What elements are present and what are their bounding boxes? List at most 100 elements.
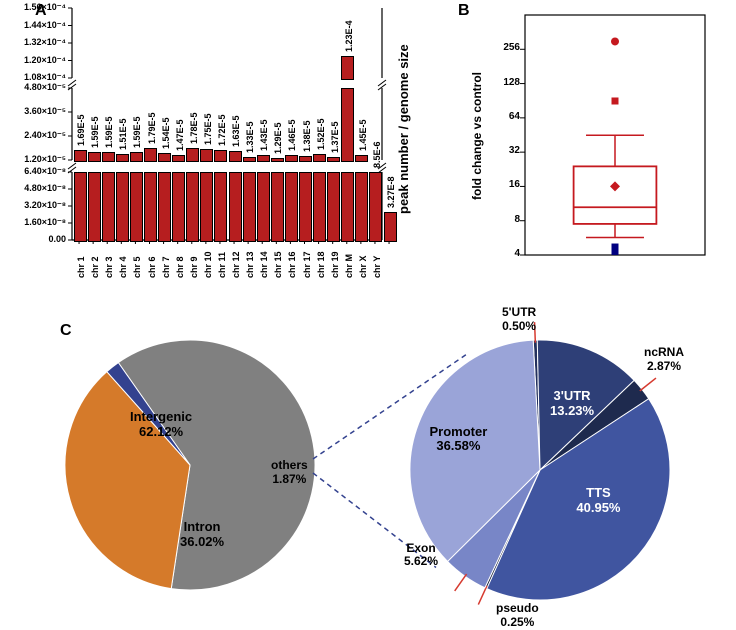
panel-a-ytick: 1.32×10⁻⁴ bbox=[0, 37, 66, 48]
panel-a-bar bbox=[299, 172, 312, 242]
panel-a-bar bbox=[384, 212, 397, 242]
panel-a-category: chr 14 bbox=[259, 251, 269, 278]
panel-a-bar bbox=[214, 150, 227, 162]
panel-b-axis-title: fold change vs control bbox=[470, 72, 484, 200]
panel-a-bar bbox=[214, 172, 227, 242]
panel-a-ytick: 0.00 bbox=[0, 234, 66, 244]
panel-a-bar-label: 1.72E-5 bbox=[217, 114, 227, 146]
panel-a-category: chr 16 bbox=[287, 251, 297, 278]
panel-a-bar-label: 1.23E-4 bbox=[344, 21, 354, 53]
panel-a-bar bbox=[313, 154, 326, 162]
panel-a-bar-label: 1.46E-5 bbox=[287, 119, 297, 151]
panel-a-bar bbox=[74, 172, 87, 242]
panel-a-bar-label: 1.59E-5 bbox=[90, 117, 100, 149]
panel-a-bar bbox=[285, 155, 298, 162]
panel-a-bar bbox=[327, 172, 340, 242]
panel-a-category: chr 18 bbox=[316, 251, 326, 278]
pie-label: 3'UTR 13.23% bbox=[550, 389, 594, 419]
panel-a-bar bbox=[116, 172, 129, 242]
panel-b-ytick: 64 bbox=[480, 111, 520, 122]
panel-a-bar bbox=[102, 172, 115, 242]
panel-a-bar-label: 3.27E-8 bbox=[386, 177, 396, 209]
panel-b-ytick: 32 bbox=[480, 145, 520, 156]
panel-a-bar bbox=[88, 152, 101, 162]
panel-a-bar bbox=[88, 172, 101, 242]
panel-a-category: chr 5 bbox=[132, 256, 142, 278]
panel-a-bar-label: 8.5E-6 bbox=[372, 141, 382, 168]
panel-a-bar-label: 1.69E-5 bbox=[76, 115, 86, 147]
panel-a-ytick: 1.08×10⁻⁴ bbox=[0, 72, 66, 83]
pie-label: ncRNA 2.87% bbox=[644, 346, 684, 374]
panel-a-bar bbox=[299, 156, 312, 162]
pie-slice bbox=[448, 470, 540, 588]
panel-b-ytick: 4 bbox=[480, 248, 520, 259]
panel-a-bar bbox=[130, 172, 143, 242]
panel-a-bar-label: 1.33E-5 bbox=[245, 122, 255, 154]
panel-a-category: chr 8 bbox=[175, 256, 185, 278]
pie-label: others 1.87% bbox=[271, 459, 308, 487]
panel-a-bar bbox=[172, 155, 185, 162]
panel-letter-c: C bbox=[60, 322, 72, 340]
pie-slice bbox=[533, 340, 540, 470]
panel-a-bar bbox=[144, 148, 157, 162]
panel-a-category: chr Y bbox=[372, 256, 382, 278]
panel-a-bar bbox=[200, 149, 213, 162]
panel-a-ytick: 1.60×10⁻⁸ bbox=[0, 217, 66, 228]
panel-a-bar bbox=[355, 155, 368, 162]
panel-a-bar bbox=[285, 172, 298, 242]
pie-label: pseudo 0.25% bbox=[496, 602, 539, 630]
panel-a-bar bbox=[341, 172, 354, 242]
panel-b-ytick: 256 bbox=[480, 42, 520, 53]
panel-a-category: chr 10 bbox=[203, 251, 213, 278]
panel-a-ytick: 6.40×10⁻⁸ bbox=[0, 166, 66, 177]
panel-a-axis-title: peak number / genome size bbox=[396, 44, 411, 214]
panel-b-ytick: 16 bbox=[480, 179, 520, 190]
panel-a-bar bbox=[229, 151, 242, 162]
panel-a-bar-label: 1.59E-5 bbox=[104, 117, 114, 149]
panel-a-bar bbox=[130, 152, 143, 162]
pie-label: Intron 36.02% bbox=[180, 520, 224, 550]
panel-a-bar-label: 1.52E-5 bbox=[316, 118, 326, 150]
panel-a-category: chr 2 bbox=[90, 256, 100, 278]
panel-a-category: chr 11 bbox=[217, 252, 227, 278]
panel-a-category: chr 12 bbox=[231, 251, 241, 278]
panel-a-bar bbox=[243, 157, 256, 162]
panel-a-ytick: 3.20×10⁻⁸ bbox=[0, 200, 66, 211]
panel-a-bar bbox=[243, 172, 256, 242]
pie-label: 5'UTR 0.50% bbox=[502, 306, 536, 334]
panel-a-bar-label: 1.37E-5 bbox=[330, 121, 340, 153]
panel-a-category: chr 1 bbox=[76, 256, 86, 278]
panel-a-bar bbox=[229, 172, 242, 242]
panel-a-ytick: 4.80×10⁻⁸ bbox=[0, 183, 66, 194]
pie-label: Intergenic 62.12% bbox=[130, 410, 192, 440]
panel-a-bar bbox=[341, 88, 354, 162]
panel-a-bar bbox=[355, 172, 368, 242]
panel-a-ytick: 3.60×10⁻⁵ bbox=[0, 106, 66, 117]
panel-a-category: chr 15 bbox=[273, 251, 283, 278]
panel-a-category: chr 17 bbox=[302, 251, 312, 278]
panel-a-category: chr M bbox=[344, 254, 354, 278]
panel-a-bar bbox=[271, 172, 284, 242]
panel-a-bar bbox=[257, 155, 270, 162]
pie-label: TTS 40.95% bbox=[576, 486, 620, 516]
panel-a-bar-label: 1.63E-5 bbox=[231, 116, 241, 148]
panel-a-bar bbox=[144, 172, 157, 242]
panel-a-bar-label: 1.38E-5 bbox=[302, 121, 312, 153]
pie-label: Promoter 36.58% bbox=[430, 425, 488, 455]
panel-a-bar-label: 1.47E-5 bbox=[175, 119, 185, 151]
panel-a-bar bbox=[158, 172, 171, 242]
panel-b-ytick: 128 bbox=[480, 77, 520, 88]
panel-a-category: chr 6 bbox=[147, 256, 157, 278]
pie-slice bbox=[485, 470, 540, 589]
panel-a-bar-label: 1.54E-5 bbox=[161, 118, 171, 150]
panel-a-bar-label: 1.79E-5 bbox=[147, 113, 157, 145]
panel-a-bar-label: 1.75E-5 bbox=[203, 113, 213, 145]
panel-a-bar-label: 1.59E-5 bbox=[132, 117, 142, 149]
panel-a-bar-label: 1.78E-5 bbox=[189, 113, 199, 145]
panel-a-ytick: 2.40×10⁻⁵ bbox=[0, 130, 66, 141]
panel-a-category: chr 3 bbox=[104, 256, 114, 278]
panel-a-ytick: 1.20×10⁻⁴ bbox=[0, 55, 66, 66]
panel-a-bar bbox=[341, 56, 354, 80]
panel-a-bar-label: 1.29E-5 bbox=[273, 123, 283, 155]
panel-a-bar bbox=[271, 158, 284, 162]
